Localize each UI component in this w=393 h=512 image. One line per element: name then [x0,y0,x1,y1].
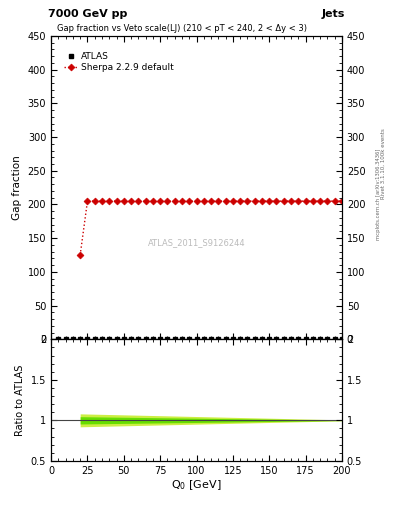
ATLAS [202,336,206,343]
ATLAS [180,336,184,343]
Sherpa 2.2.9 default [143,198,148,204]
Sherpa 2.2.9 default [325,198,330,204]
ATLAS [260,336,264,343]
Sherpa 2.2.9 default [252,198,257,204]
ATLAS [245,336,250,343]
Sherpa 2.2.9 default [202,198,206,204]
Sherpa 2.2.9 default [92,198,97,204]
ATLAS [267,336,272,343]
ATLAS [151,336,155,343]
ATLAS [129,336,134,343]
Sherpa 2.2.9 default [173,198,177,204]
ATLAS [281,336,286,343]
Sherpa 2.2.9 default [296,198,301,204]
Text: 7000 GeV pp: 7000 GeV pp [48,9,128,19]
Sherpa 2.2.9 default [231,198,235,204]
Sherpa 2.2.9 default [318,198,323,204]
Sherpa 2.2.9 default [274,198,279,204]
ATLAS [340,336,344,343]
ATLAS [78,336,83,343]
Sherpa 2.2.9 default [85,198,90,204]
ATLAS [223,336,228,343]
ATLAS [238,336,242,343]
ATLAS [310,336,315,343]
Sherpa 2.2.9 default [310,198,315,204]
ATLAS [296,336,301,343]
Sherpa 2.2.9 default [194,198,199,204]
ATLAS [303,336,308,343]
Sherpa 2.2.9 default [121,198,126,204]
Sherpa 2.2.9 default [78,252,83,258]
Sherpa 2.2.9 default [209,198,213,204]
ATLAS [216,336,221,343]
Sherpa 2.2.9 default [114,198,119,204]
ATLAS [92,336,97,343]
Sherpa 2.2.9 default [289,198,294,204]
ATLAS [209,336,213,343]
ATLAS [165,336,170,343]
Text: Jets: Jets [321,9,345,19]
ATLAS [158,336,163,343]
Sherpa 2.2.9 default [332,198,337,204]
ATLAS [85,336,90,343]
ATLAS [318,336,323,343]
ATLAS [325,336,330,343]
ATLAS [107,336,112,343]
Line: Sherpa 2.2.9 default: Sherpa 2.2.9 default [78,199,344,258]
Legend: ATLAS, Sherpa 2.2.9 default: ATLAS, Sherpa 2.2.9 default [61,50,177,75]
ATLAS [63,336,68,343]
Sherpa 2.2.9 default [303,198,308,204]
ATLAS [289,336,294,343]
Sherpa 2.2.9 default [151,198,155,204]
ATLAS [100,336,105,343]
ATLAS [121,336,126,343]
ATLAS [187,336,192,343]
Text: mcplots.cern.ch [arXiv:1306.3436]: mcplots.cern.ch [arXiv:1306.3436] [376,149,381,240]
Sherpa 2.2.9 default [340,198,344,204]
Sherpa 2.2.9 default [238,198,242,204]
Sherpa 2.2.9 default [223,198,228,204]
Sherpa 2.2.9 default [100,198,105,204]
ATLAS [332,336,337,343]
Y-axis label: Ratio to ATLAS: Ratio to ATLAS [15,365,25,436]
ATLAS [173,336,177,343]
ATLAS [274,336,279,343]
Text: ATLAS_2011_S9126244: ATLAS_2011_S9126244 [148,238,245,247]
Sherpa 2.2.9 default [267,198,272,204]
Sherpa 2.2.9 default [180,198,184,204]
Sherpa 2.2.9 default [158,198,163,204]
ATLAS [71,336,75,343]
ATLAS [114,336,119,343]
Sherpa 2.2.9 default [129,198,134,204]
Y-axis label: Gap fraction: Gap fraction [12,155,22,220]
ATLAS [143,336,148,343]
Text: Rivet 3.1.10, 100k events: Rivet 3.1.10, 100k events [381,129,386,199]
ATLAS [231,336,235,343]
Sherpa 2.2.9 default [187,198,192,204]
ATLAS [136,336,141,343]
Sherpa 2.2.9 default [136,198,141,204]
ATLAS [56,336,61,343]
Sherpa 2.2.9 default [216,198,221,204]
Sherpa 2.2.9 default [281,198,286,204]
Sherpa 2.2.9 default [260,198,264,204]
Line: ATLAS: ATLAS [56,337,344,342]
Sherpa 2.2.9 default [107,198,112,204]
Sherpa 2.2.9 default [165,198,170,204]
Sherpa 2.2.9 default [245,198,250,204]
ATLAS [252,336,257,343]
Text: Gap fraction vs Veto scale(LJ) (210 < pT < 240, 2 < Δy < 3): Gap fraction vs Veto scale(LJ) (210 < pT… [57,24,307,33]
ATLAS [194,336,199,343]
X-axis label: Q$_0$ [GeV]: Q$_0$ [GeV] [171,478,222,492]
